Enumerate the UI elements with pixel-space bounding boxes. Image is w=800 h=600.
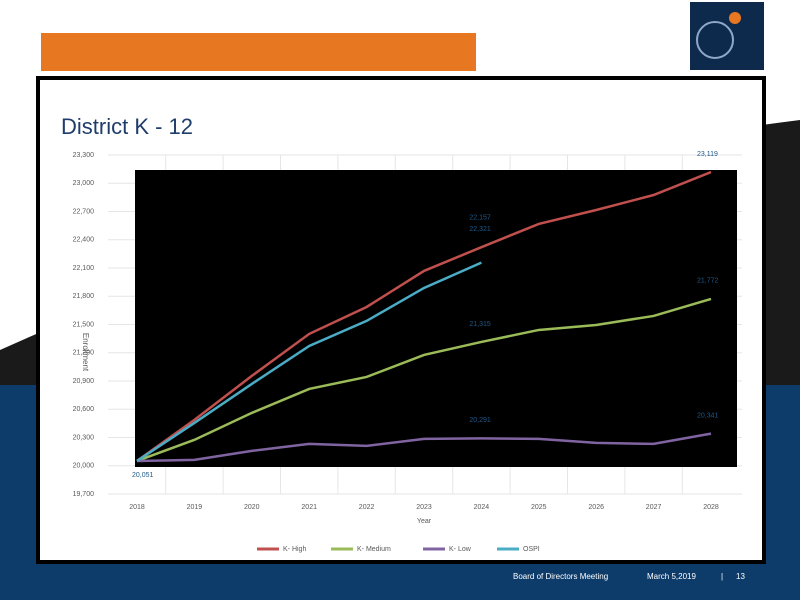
y-tick-label: 20,900 (73, 378, 95, 385)
x-tick-label: 2025 (531, 504, 547, 511)
legend-label: K- Medium (357, 546, 391, 553)
footer-page: 13 (736, 572, 745, 581)
x-tick-label: 2021 (301, 504, 317, 511)
y-tick-label: 21,200 (73, 350, 95, 357)
y-tick-label: 22,400 (73, 237, 95, 244)
y-tick-label: 21,800 (73, 293, 95, 300)
x-axis-label: Year (417, 518, 432, 525)
data-label: 21,315 (469, 321, 491, 328)
series-line (136, 432, 712, 463)
series-line (136, 297, 712, 463)
series-line (136, 170, 712, 462)
data-label: 23,119 (697, 151, 718, 158)
y-tick-label: 23,000 (73, 180, 95, 187)
logo (690, 2, 764, 70)
x-tick-label: 2024 (474, 504, 490, 511)
y-tick-label: 20,300 (73, 434, 95, 441)
footer-date: March 5,2019 (647, 572, 696, 581)
x-tick-label: 2028 (703, 504, 719, 511)
orange-bar (41, 33, 476, 71)
y-tick-label: 22,700 (73, 208, 95, 215)
data-label: 22,157 (469, 214, 491, 221)
data-label: 22,321 (469, 226, 491, 233)
data-label: 20,051 (132, 472, 154, 479)
y-tick-label: 23,300 (73, 152, 95, 159)
series-line (136, 261, 482, 462)
x-tick-label: 2023 (416, 504, 432, 511)
legend-label: OSPI (523, 546, 540, 553)
data-label: 21,772 (697, 278, 719, 285)
legend-label: K- Low (449, 546, 472, 553)
plot-artifact (135, 170, 737, 467)
y-tick-label: 20,600 (73, 406, 95, 413)
y-tick-label: 22,100 (73, 265, 95, 272)
legend-label: K- High (283, 546, 306, 553)
y-tick-label: 19,700 (73, 491, 95, 498)
x-tick-label: 2022 (359, 504, 375, 511)
x-tick-label: 2026 (588, 504, 604, 511)
logo-head (729, 12, 741, 24)
x-tick-label: 2019 (187, 504, 203, 511)
logo-globe (696, 21, 734, 59)
y-tick-label: 21,500 (73, 321, 95, 328)
data-label: 20,291 (469, 417, 491, 424)
x-tick-label: 2027 (646, 504, 662, 511)
x-tick-label: 2018 (129, 504, 145, 511)
chart-title: District K - 12 (61, 114, 193, 139)
x-tick-label: 2020 (244, 504, 260, 511)
y-axis-label: Enrollment (81, 333, 90, 372)
footer-board: Board of Directors Meeting (513, 572, 608, 581)
footer-separator: | (721, 572, 723, 581)
y-tick-label: 20,000 (73, 463, 95, 470)
data-label: 20,341 (697, 412, 719, 419)
